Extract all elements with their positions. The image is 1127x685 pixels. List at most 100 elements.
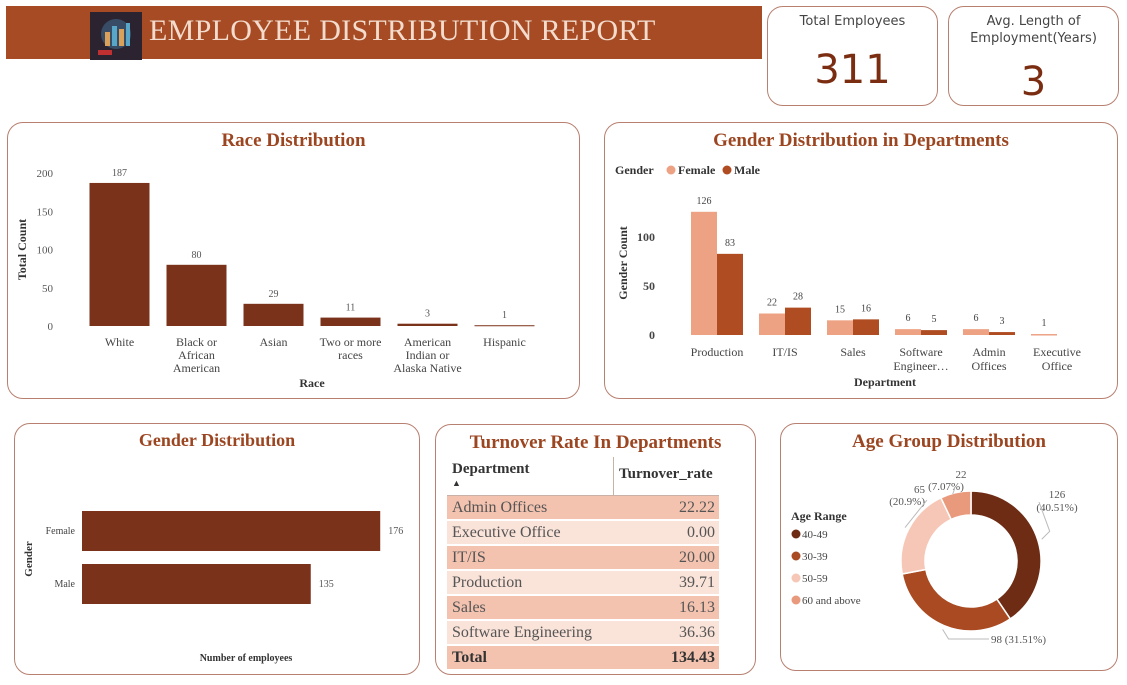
y-tick-label: 150 bbox=[37, 206, 54, 218]
x-tick-label: Office bbox=[1042, 359, 1072, 373]
bar bbox=[785, 307, 811, 335]
header-banner: EMPLOYEE DISTRIBUTION REPORT bbox=[6, 6, 762, 60]
x-tick-label: Two or more bbox=[320, 335, 382, 349]
x-tick-label: Executive bbox=[1033, 345, 1081, 359]
page-title: EMPLOYEE DISTRIBUTION REPORT bbox=[149, 14, 656, 47]
y-tick-label: 200 bbox=[37, 168, 54, 180]
data-label: 29 bbox=[269, 289, 279, 300]
gender-hbar-chart: Gender Female 176 Male 135 Number of employee… bbox=[23, 511, 403, 664]
age-donut-chart: 126(40.51%) 98 (31.51%) 65(20.9%) 22(7.07%)… bbox=[791, 469, 1078, 646]
y-tick-label: 100 bbox=[637, 230, 655, 244]
data-label: 80 bbox=[192, 250, 202, 261]
y-tick-label: Male bbox=[54, 579, 75, 590]
bar bbox=[397, 323, 458, 326]
data-label: 11 bbox=[346, 303, 356, 314]
y-tick-label: 50 bbox=[42, 283, 54, 295]
x-tick-label: Asian bbox=[260, 335, 288, 349]
data-label: (7.07%) bbox=[928, 481, 964, 493]
y-axis-label: Gender Count bbox=[616, 226, 630, 299]
table-total-row: Total 134.43 bbox=[447, 645, 719, 671]
legend-label: 60 and above bbox=[802, 595, 861, 607]
turnover-card: Turnover Rate In Departments Department … bbox=[435, 424, 756, 675]
pie-slice bbox=[900, 496, 953, 575]
bar bbox=[691, 211, 717, 335]
data-label: (20.9%) bbox=[889, 496, 925, 508]
legend-label: 30-39 bbox=[802, 551, 828, 563]
data-label: 22 bbox=[956, 469, 967, 481]
table-row: Production 39.71 bbox=[447, 570, 719, 596]
table-row: Executive Office 0.00 bbox=[447, 520, 719, 546]
legend-marker bbox=[791, 573, 801, 583]
bar bbox=[166, 264, 227, 326]
gender-distribution-card: Gender Distribution Gender Female 176 Male 1… bbox=[14, 423, 420, 675]
table-row: IT/IS 20.00 bbox=[447, 545, 719, 571]
data-label: 16 bbox=[861, 303, 871, 314]
data-label: 176 bbox=[388, 526, 403, 537]
table-row: Sales 16.13 bbox=[447, 595, 719, 621]
bar bbox=[474, 325, 535, 327]
data-label: 6 bbox=[906, 313, 911, 324]
bar bbox=[1031, 334, 1057, 336]
bar bbox=[320, 317, 381, 326]
column-header-department[interactable]: Department ▲ bbox=[447, 457, 614, 496]
kpi-value: 3 bbox=[1020, 59, 1047, 105]
bar bbox=[717, 253, 743, 335]
bar bbox=[82, 564, 311, 604]
x-tick-label: American bbox=[404, 335, 451, 349]
bar bbox=[853, 319, 879, 335]
x-tick-label: African bbox=[178, 348, 215, 362]
legend-label: Female bbox=[678, 163, 716, 177]
bar bbox=[89, 182, 150, 326]
data-label: 6 bbox=[974, 313, 979, 324]
data-label: 98 (31.51%) bbox=[991, 634, 1046, 646]
x-tick-label: American bbox=[173, 361, 220, 375]
table-row: Admin Offices 22.22 bbox=[447, 495, 719, 521]
y-axis-label: Total Count bbox=[15, 219, 29, 280]
chart-title: Race Distribution bbox=[221, 130, 366, 151]
legend-label: 40-49 bbox=[802, 529, 828, 541]
x-tick-label: Sales bbox=[840, 345, 866, 359]
gender-dept-bar-chart: Gender Female Male 0 50 100 Gender Count 126 83 P… bbox=[615, 163, 1081, 389]
legend-label: Male bbox=[734, 163, 761, 177]
legend-title: Age Range bbox=[791, 509, 847, 523]
x-tick-label: Software bbox=[899, 345, 942, 359]
pie-slice bbox=[970, 490, 1042, 620]
bar bbox=[243, 303, 304, 326]
data-label: 187 bbox=[112, 168, 127, 179]
data-label: (40.51%) bbox=[1036, 502, 1078, 514]
column-header-turnover-rate[interactable]: Turnover_rate bbox=[613, 457, 719, 496]
chart-title: Gender Distribution in Departments bbox=[713, 130, 1009, 151]
kpi-card-total-employees: Total Employees 311 bbox=[767, 6, 938, 106]
bar bbox=[921, 330, 947, 335]
pie-slice bbox=[939, 490, 972, 521]
data-label: 15 bbox=[835, 304, 845, 315]
x-axis-label: Number of employees bbox=[200, 653, 293, 664]
data-label: 83 bbox=[725, 238, 735, 249]
x-tick-label: races bbox=[338, 348, 363, 362]
y-tick-label: 0 bbox=[48, 321, 54, 333]
y-tick-label: Female bbox=[46, 526, 76, 537]
data-label: 135 bbox=[319, 579, 334, 590]
data-label: 3 bbox=[1000, 316, 1005, 327]
kpi-card-avg-length: Avg. Length of Employment(Years) 3 bbox=[948, 6, 1119, 106]
bar bbox=[963, 329, 989, 335]
kpi-value: 311 bbox=[814, 47, 891, 93]
turnover-table: Department ▲ Turnover_rate Admin Offices… bbox=[447, 457, 719, 671]
legend-marker bbox=[666, 165, 676, 175]
bar bbox=[895, 329, 921, 335]
y-tick-label: 0 bbox=[649, 328, 655, 342]
legend-marker bbox=[722, 165, 732, 175]
x-tick-label: Admin bbox=[972, 345, 1005, 359]
data-label: 3 bbox=[425, 309, 430, 320]
data-label: 28 bbox=[793, 292, 803, 303]
x-axis-label: Race bbox=[299, 376, 325, 390]
leader-line bbox=[904, 499, 928, 528]
bar bbox=[82, 511, 381, 551]
bar bbox=[989, 332, 1015, 335]
x-tick-label: Alaska Native bbox=[393, 361, 461, 375]
pie-slice bbox=[901, 568, 1012, 632]
x-tick-label: Offices bbox=[971, 359, 1006, 373]
sort-asc-icon: ▲ bbox=[452, 478, 461, 488]
legend-marker bbox=[791, 529, 801, 539]
data-label: 126 bbox=[1049, 489, 1066, 501]
